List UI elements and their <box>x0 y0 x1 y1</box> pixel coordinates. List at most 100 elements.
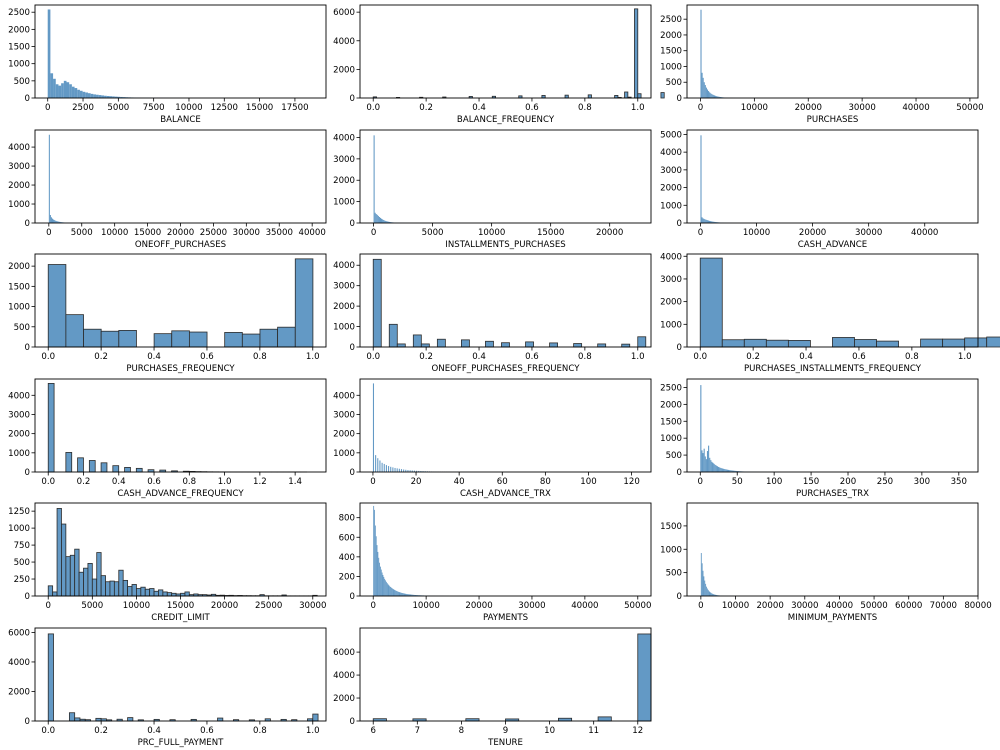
bar <box>704 456 706 472</box>
x-axis-label: PRC_FULL_PAYMENT <box>138 738 224 748</box>
y-tick-label: 1000 <box>660 545 682 555</box>
y-tick-label: 2000 <box>8 687 30 697</box>
x-tick-label: 0.6 <box>200 352 214 362</box>
x-tick-label: 0.6 <box>525 103 539 113</box>
x-axis-label: BALANCE <box>160 115 201 125</box>
y-tick-label: 3000 <box>8 410 30 420</box>
x-tick-label: 0.8 <box>578 103 592 113</box>
bar <box>624 91 629 99</box>
bar <box>312 713 319 722</box>
bar <box>50 73 54 98</box>
bar <box>717 96 719 98</box>
bar <box>706 588 708 596</box>
bars <box>700 135 744 223</box>
x-axis-label: PURCHASES_FREQUENCY <box>126 364 235 374</box>
histogram-purchases-frequency: 0.0 0.2 0.4 0.6 0.8 1.0 0 500 1000 1500 2000 PURCHA… <box>8 253 327 374</box>
histogram-purchases-trx: 0 50 100 150 200 250 300 350 0 500 1000 1500 2000 250… <box>660 378 979 499</box>
axes-frame <box>686 4 979 99</box>
x-tick-label: 40000 <box>571 601 598 611</box>
bar <box>382 219 384 223</box>
bar <box>388 466 390 472</box>
bar <box>112 96 115 98</box>
y-tick-label: 4000 <box>660 252 682 262</box>
y-tick-label: 4000 <box>333 37 355 47</box>
x-tick-label: 0.4 <box>147 726 161 736</box>
axes-frame <box>34 4 327 99</box>
x-tick-label: 1.0 <box>631 352 645 362</box>
bar <box>699 257 723 348</box>
x-tick-label: 8 <box>459 726 464 736</box>
bar <box>374 525 376 596</box>
bar <box>379 562 380 596</box>
bar <box>171 330 190 348</box>
bar <box>58 221 60 223</box>
y-tick-label: 750 <box>14 541 30 551</box>
bar <box>118 569 124 597</box>
histogram-purchases: 0 10000 20000 30000 40000 50000 0 500 1000 1500 20… <box>660 4 984 125</box>
x-tick-label: 0.4 <box>112 477 126 487</box>
bar <box>375 455 377 472</box>
bar <box>83 567 89 597</box>
y-tick-label: 2500 <box>8 8 30 18</box>
x-tick-label: 6 <box>370 726 375 736</box>
bar <box>709 592 711 596</box>
y-tick-label: 500 <box>666 78 682 88</box>
y-tick-label: 1000 <box>333 449 355 459</box>
histogram-cash-advance-frequency: 0.0 0.2 0.4 0.6 0.8 1.0 1.2 1.4 0 1000 2000 3000 400… <box>8 378 327 499</box>
bar <box>712 462 714 472</box>
bar <box>77 457 84 473</box>
x-tick-label: 1.0 <box>306 352 320 362</box>
x-tick-label: 25000 <box>200 228 227 238</box>
axes-frame <box>34 253 327 348</box>
bar <box>736 471 738 472</box>
bar <box>388 323 398 348</box>
bar <box>412 334 422 348</box>
bars <box>700 385 789 472</box>
bar <box>712 594 714 596</box>
bar <box>408 594 410 596</box>
bar <box>66 82 70 98</box>
y-tick-label: 0 <box>350 717 355 727</box>
y-tick-label: 1000 <box>333 198 355 208</box>
x-tick-label: 0.8 <box>253 352 267 362</box>
x-tick-label: 0.4 <box>472 103 486 113</box>
histogram-credit-limit: 0 5000 10000 15000 20000 25000 30000 0 250 500 750… <box>8 502 327 623</box>
bar <box>409 594 411 596</box>
bar <box>375 536 377 596</box>
bars <box>48 134 87 223</box>
bar <box>420 343 430 348</box>
bar <box>407 594 408 596</box>
y-tick-label: 0 <box>350 468 355 478</box>
y-tick-label: 500 <box>666 451 682 461</box>
bar <box>725 469 727 472</box>
bar <box>127 586 133 597</box>
bar <box>389 222 391 223</box>
y-tick-label: 1000 <box>8 60 30 70</box>
bar <box>383 463 385 472</box>
bar <box>398 591 400 596</box>
bar <box>109 580 115 597</box>
y-tick-label: 2000 <box>333 65 355 75</box>
bar <box>722 468 724 472</box>
x-tick-label: 0.8 <box>182 477 196 487</box>
bar <box>373 505 375 596</box>
bars <box>373 135 417 223</box>
x-axis-label: INSTALLMENTS_PURCHASES <box>445 240 565 250</box>
x-axis-label: MINIMUM_PAYMENTS <box>788 613 877 623</box>
bar <box>241 333 261 348</box>
x-tick-label: 20 <box>411 477 422 487</box>
bar <box>381 572 383 596</box>
bar <box>158 589 164 597</box>
bar <box>386 583 388 596</box>
y-tick-label: 0 <box>25 219 30 229</box>
bar <box>124 466 131 473</box>
axes-frame <box>686 129 979 224</box>
histogram-prc-full-payment: 0.0 0.2 0.4 0.6 0.8 1.0 0 2000 4000 6000 PRC_FULL_… <box>8 627 327 748</box>
bar <box>136 588 142 597</box>
bar <box>854 339 877 348</box>
bar <box>397 591 399 596</box>
bar <box>77 89 80 98</box>
x-tick-label: 0.2 <box>94 726 108 736</box>
bar <box>74 548 80 597</box>
